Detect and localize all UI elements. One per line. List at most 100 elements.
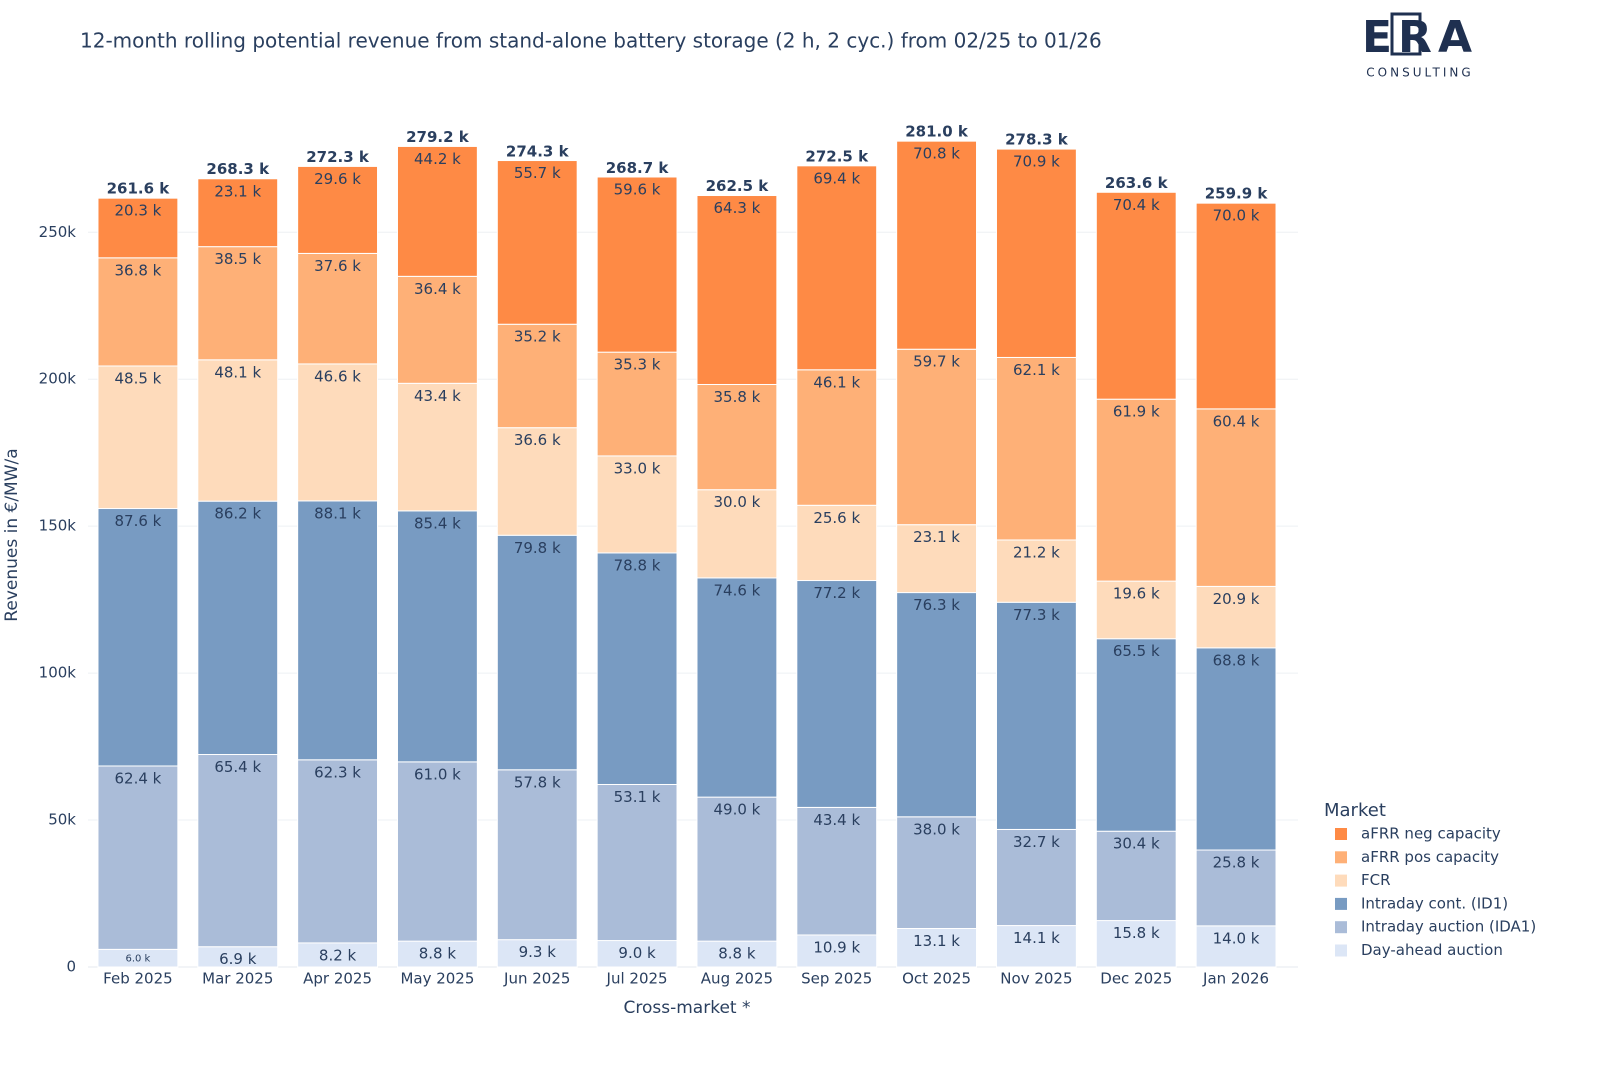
value-label: 88.1 k [314, 504, 361, 522]
value-label: 64.3 k [713, 199, 760, 217]
legend-label: Day-ahead auction [1361, 941, 1503, 959]
bar-segment [297, 165, 379, 254]
value-label: 79.8 k [514, 539, 561, 557]
bar-segment [696, 796, 778, 942]
value-label: 20.9 k [1213, 590, 1260, 608]
bar-segment [1095, 920, 1177, 968]
value-label: 8.8 k [419, 945, 457, 963]
value-label: 29.6 k [314, 170, 361, 188]
total-label: 259.9 k [1205, 185, 1269, 203]
value-label: 77.3 k [1013, 606, 1060, 624]
chart-title: 12-month rolling potential revenue from … [80, 29, 1102, 53]
total-label: 263.6 k [1105, 174, 1169, 192]
legend-swatch [1335, 851, 1347, 864]
bar-segment [1195, 647, 1277, 851]
value-label: 60.4 k [1213, 412, 1260, 430]
value-label: 38.5 k [214, 250, 261, 268]
value-label: 43.4 k [813, 811, 860, 829]
value-label: 70.8 k [913, 145, 960, 163]
value-label: 33.0 k [614, 459, 661, 477]
x-tick-label: Aug 2025 [701, 970, 773, 988]
x-tick-label: Jul 2025 [606, 970, 668, 988]
bar-segment [896, 140, 978, 350]
value-label: 23.1 k [913, 528, 960, 546]
bar-segment [1095, 398, 1177, 582]
legend-label: Intraday cont. (ID1) [1361, 894, 1508, 912]
value-label: 43.4 k [414, 387, 461, 405]
x-tick-label: Apr 2025 [303, 970, 372, 988]
value-label: 65.4 k [214, 758, 261, 776]
bar-segment [796, 806, 878, 936]
value-label: 20.3 k [114, 202, 161, 220]
legend-swatch [1335, 897, 1347, 910]
y-tick-label: 50k [48, 811, 76, 829]
legend-swatch [1335, 921, 1347, 934]
value-label: 78.8 k [614, 556, 661, 574]
total-label: 278.3 k [1005, 131, 1069, 149]
value-label: 35.8 k [713, 388, 760, 406]
x-tick-label: Feb 2025 [103, 970, 173, 988]
bar-segment [197, 754, 279, 948]
value-label: 36.8 k [114, 261, 161, 279]
value-label: 55.7 k [514, 164, 561, 182]
value-label: 70.4 k [1113, 196, 1160, 214]
value-label: 69.4 k [813, 169, 860, 187]
y-tick-label: 200k [39, 370, 77, 388]
bar-segment [696, 489, 778, 579]
x-tick-label: May 2025 [400, 970, 474, 988]
value-label: 74.6 k [713, 581, 760, 599]
bar-segment [297, 500, 379, 761]
bar-segment [1195, 849, 1277, 927]
y-tick-label: 150k [39, 517, 77, 535]
y-tick-label: 250k [39, 223, 77, 241]
bar-segment [796, 369, 878, 506]
value-label: 86.2 k [214, 505, 261, 523]
logo-subtitle: CONSULTING [1366, 66, 1473, 80]
value-label: 46.6 k [314, 367, 361, 385]
bar-segment [197, 246, 279, 361]
bar-segment [396, 940, 478, 968]
value-label: 77.2 k [813, 584, 860, 602]
x-tick-label: Jan 2026 [1202, 970, 1269, 988]
value-label: 62.1 k [1013, 361, 1060, 379]
bar-segment [896, 816, 978, 929]
value-label: 32.7 k [1013, 833, 1060, 851]
bar-segment [596, 455, 678, 554]
bar-segment [596, 552, 678, 785]
bar-segment [197, 178, 279, 248]
bar-segment [496, 939, 578, 968]
total-label: 262.5 k [706, 177, 770, 195]
bar-segment [197, 500, 279, 756]
value-label: 23.1 k [214, 182, 261, 200]
bar-segment [1195, 408, 1277, 587]
value-label: 14.1 k [1013, 929, 1060, 947]
value-label: 57.8 k [514, 773, 561, 791]
bar-segment [1095, 191, 1177, 400]
x-tick-label: Nov 2025 [1000, 970, 1072, 988]
legend-swatch [1335, 874, 1347, 887]
bar-segment [896, 927, 978, 968]
bar-segment [496, 534, 578, 771]
bar-segment [1095, 638, 1177, 832]
bar-segment [796, 934, 878, 968]
total-label: 261.6 k [107, 180, 171, 198]
value-label: 61.9 k [1113, 403, 1160, 421]
value-label: 9.3 k [519, 943, 557, 961]
value-label: 38.0 k [913, 820, 960, 838]
value-label: 46.1 k [813, 373, 860, 391]
value-label: 87.6 k [114, 512, 161, 530]
bar-segment [97, 257, 179, 367]
bar-segment [97, 508, 179, 767]
bar-segment [297, 759, 379, 944]
total-label: 272.3 k [306, 148, 370, 166]
bar-segment [396, 761, 478, 942]
value-label: 14.0 k [1213, 929, 1260, 947]
bar-segment [1095, 580, 1177, 640]
logo-mark: ERA [1362, 12, 1478, 63]
legend-label: Intraday auction (IDA1) [1361, 918, 1536, 936]
bar-segment [596, 176, 678, 353]
bar-segment [297, 942, 379, 968]
value-label: 49.0 k [713, 801, 760, 819]
value-label: 36.4 k [414, 280, 461, 298]
